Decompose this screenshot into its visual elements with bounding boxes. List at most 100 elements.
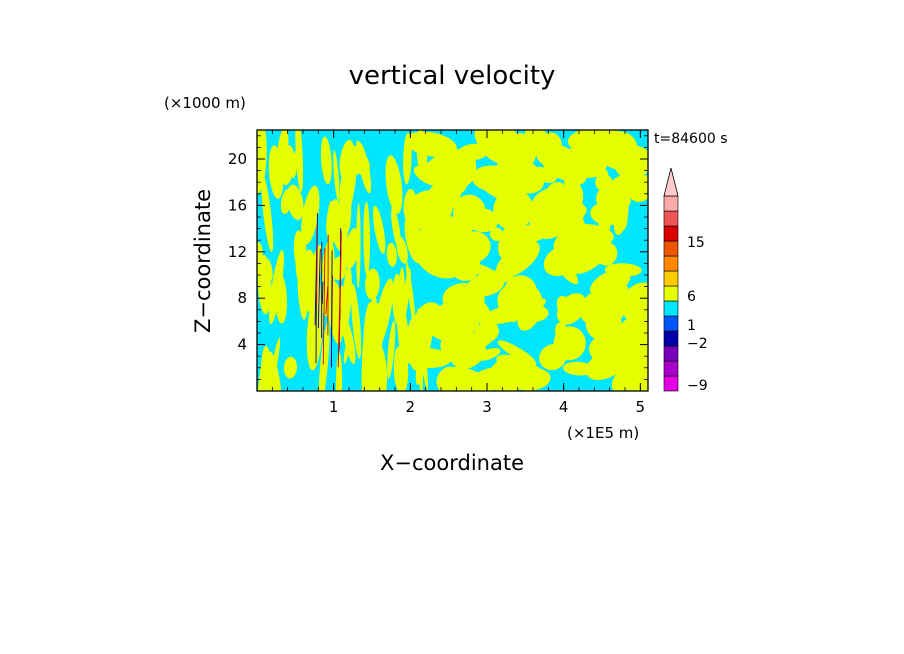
field-patch [416, 130, 428, 178]
y-tick-label: 20 [228, 150, 247, 168]
field-patch [555, 322, 571, 348]
field-patch [340, 266, 352, 337]
field-patch [362, 334, 377, 391]
x-axis-label: X−coordinate [380, 451, 524, 475]
field-patch [498, 219, 525, 260]
colorbar-level [663, 375, 679, 392]
field-patch [435, 298, 470, 318]
colorbar-level [663, 315, 679, 332]
colorbar-tick-label: −9 [687, 378, 708, 394]
y-axis: 4 8 12 16 20 [228, 135, 648, 380]
y-axis-label: Z−coordinate [191, 189, 215, 333]
field-patch [463, 367, 508, 391]
time-label: t=84600 s [654, 131, 728, 147]
field-patch [287, 184, 304, 220]
field-patch [356, 203, 361, 289]
colorbar-tick-label: 6 [687, 289, 696, 305]
field-streak [317, 248, 321, 329]
field-patch [476, 347, 501, 361]
x-unit-label: (×1E5 m) [567, 424, 639, 442]
field-patch [266, 350, 275, 389]
heatmap-field [257, 130, 648, 391]
colorbar-level [663, 345, 679, 362]
x-tick-label: 1 [329, 398, 339, 416]
field-patch [320, 136, 332, 185]
y-unit-label: (×1000 m) [164, 94, 246, 112]
field-patch [563, 361, 595, 376]
field-patch [386, 242, 397, 267]
colorbar-level [663, 360, 679, 377]
colorbar-tick-label: 15 [687, 235, 705, 251]
colorbar-level [663, 300, 679, 317]
colorbar-level [663, 225, 679, 242]
x-tick-label: 5 [636, 398, 646, 416]
field-patch [363, 201, 371, 277]
colorbar-level [663, 285, 679, 302]
y-tick-label: 4 [237, 336, 247, 354]
field-patch [625, 282, 648, 310]
field-patch [474, 130, 512, 152]
field-patch [318, 322, 330, 391]
field-streak [322, 248, 326, 365]
field-streak [338, 231, 342, 351]
field-patch [500, 257, 520, 283]
field-patch [418, 216, 473, 253]
colorbar-tick-label: 1 [687, 318, 696, 334]
field-patch [343, 340, 350, 364]
plot-frame [256, 129, 649, 392]
field-patch [406, 260, 416, 333]
field-patch [540, 144, 582, 181]
x-tick-label: 3 [482, 398, 492, 416]
colorbar-tick-label: −2 [687, 336, 708, 352]
x-axis: 1 2 3 4 5 [271, 130, 646, 416]
colorbar-level [663, 195, 679, 212]
field-patch [476, 322, 499, 343]
x-tick-label: 2 [406, 398, 416, 416]
field-patch [276, 130, 289, 177]
field-patch [556, 295, 574, 320]
x-tick-label: 4 [559, 398, 569, 416]
field-patch [530, 187, 570, 219]
field-patch [450, 147, 477, 187]
field-patch [261, 175, 274, 253]
field-patch [344, 228, 360, 269]
field-patch [500, 133, 537, 171]
field-patch [385, 155, 403, 214]
field-patch [503, 275, 537, 309]
field-patch [553, 254, 579, 285]
field-patch [590, 269, 631, 298]
field-patch [489, 227, 503, 241]
field-patch [607, 172, 646, 201]
field-patch [257, 243, 263, 289]
field-patch [403, 188, 417, 223]
field-patch [283, 356, 297, 379]
field-patch [269, 250, 284, 325]
field-patch [443, 324, 470, 344]
field-patch [611, 361, 648, 391]
field-patch [341, 157, 356, 219]
field-patch [357, 142, 372, 194]
field-patch [351, 283, 362, 359]
field-streak [330, 250, 333, 368]
field-patch [450, 250, 481, 281]
field-patch [570, 209, 586, 236]
y-tick-label: 12 [228, 243, 247, 261]
field-streak [321, 281, 324, 304]
field-patch [403, 132, 412, 185]
field-patch [335, 352, 343, 391]
colorbar-level [663, 255, 679, 272]
field-patch [301, 185, 320, 245]
field-patch [294, 241, 306, 263]
field-patch [333, 150, 340, 202]
field-patch [397, 305, 410, 365]
colorbar-level [663, 330, 679, 347]
field-patch [394, 348, 407, 384]
heatmap-cells [257, 130, 648, 391]
field-streak [325, 286, 329, 315]
field-patch [396, 236, 408, 264]
field-patch [572, 232, 612, 265]
chart-title: vertical velocity [349, 61, 556, 91]
colorbar-level [663, 240, 679, 257]
field-patch [331, 256, 347, 281]
colorbar: 15 6 1 −2 −9 [663, 167, 708, 394]
